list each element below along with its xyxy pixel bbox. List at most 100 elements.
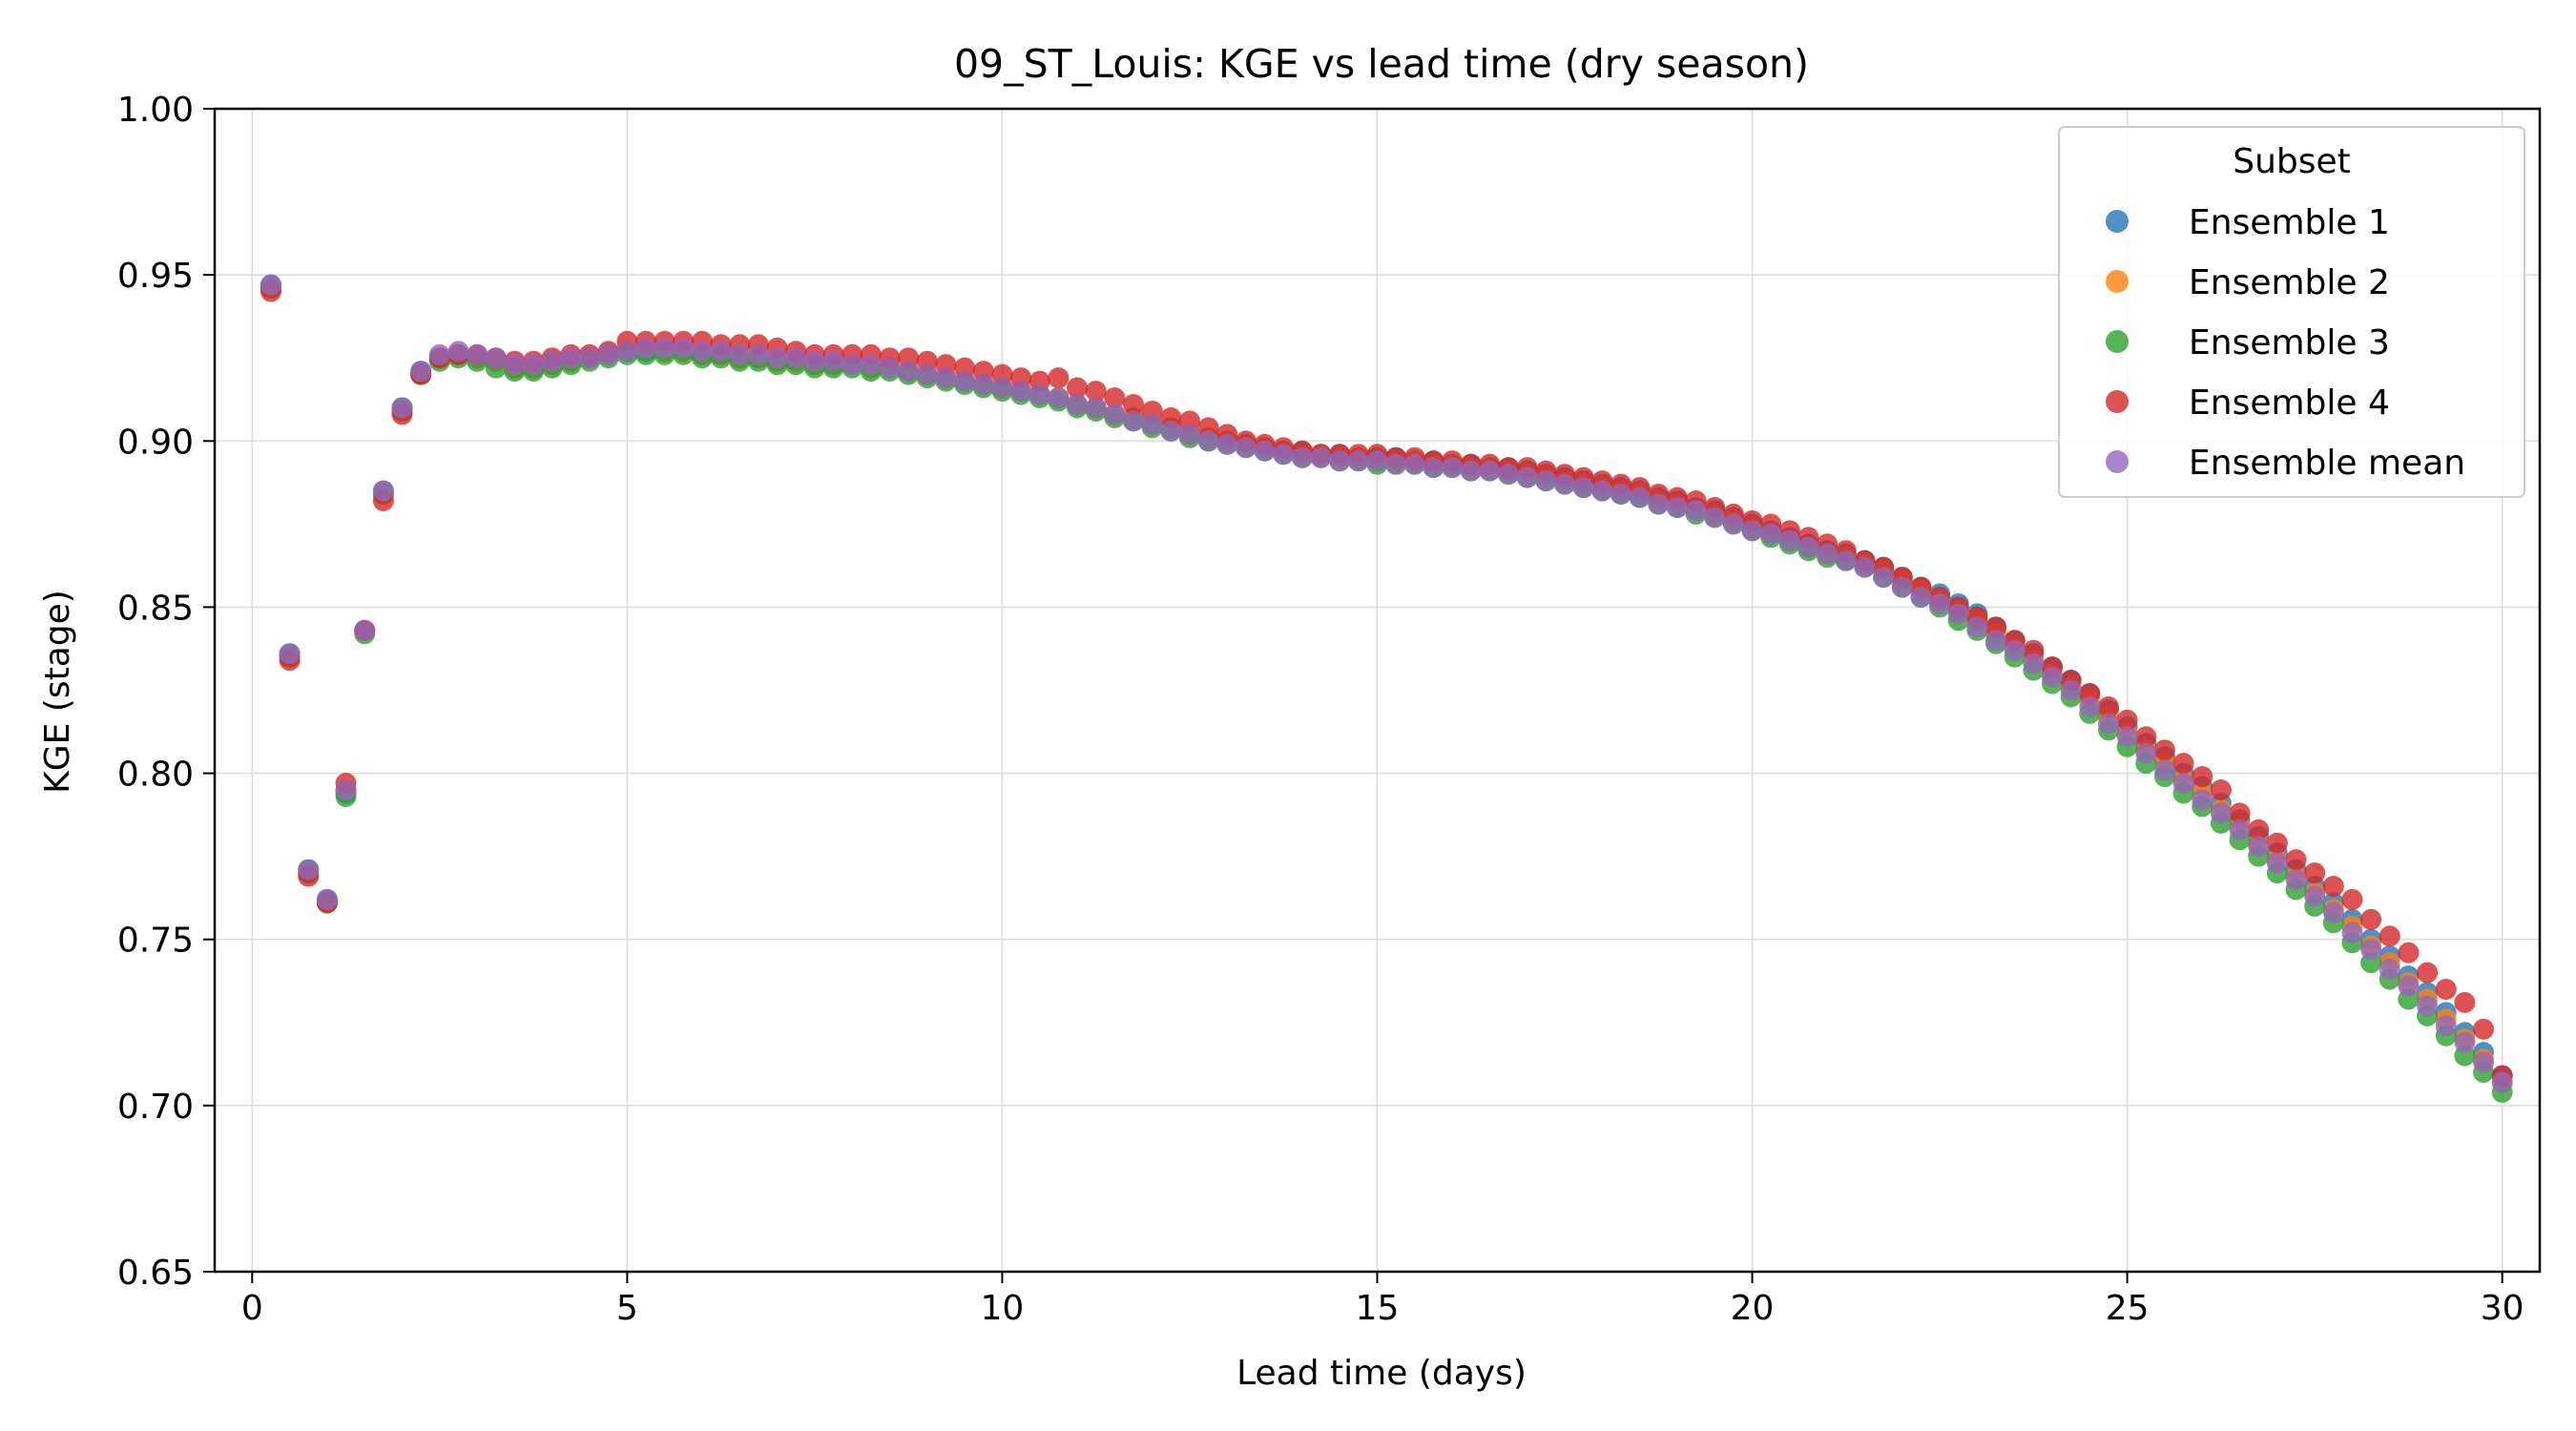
data-point [1085, 397, 1107, 419]
data-point [2398, 975, 2420, 997]
data-point [2248, 836, 2270, 858]
chart-title: 09_ST_Louis: KGE vs lead time (dry seaso… [954, 41, 1809, 87]
data-point [485, 347, 507, 369]
data-point [2229, 819, 2251, 840]
data-point [372, 480, 394, 502]
data-point [316, 888, 338, 910]
data-point [1722, 513, 1744, 535]
data-point [2135, 742, 2157, 764]
data-point [2379, 959, 2400, 981]
data-point [2322, 902, 2344, 923]
y-tick-label: 0.90 [117, 423, 194, 462]
x-axis-label: Lead time (days) [1236, 1354, 1527, 1393]
data-point [1591, 480, 1613, 502]
legend-marker [2106, 270, 2129, 293]
data-point [1966, 616, 1988, 638]
data-point [428, 343, 450, 365]
data-point [2135, 726, 2157, 748]
data-point [579, 347, 601, 369]
data-point [916, 363, 938, 385]
data-point [279, 643, 301, 665]
data-point [2360, 908, 2382, 930]
data-point [1797, 536, 1819, 558]
data-point [898, 361, 920, 383]
axis-ticks: 0 5 10 15 20 25 30 0.65 0.70 0.75 0.80 0.85 0.90 0.95… [117, 91, 2524, 1328]
data-point [1123, 410, 1145, 432]
data-point [2435, 1015, 2457, 1037]
data-point [1947, 603, 1969, 625]
data-point [1104, 404, 1126, 425]
data-point [2454, 1031, 2476, 1053]
data-point [597, 343, 619, 365]
data-point [2172, 753, 2194, 775]
data-point [1123, 393, 1145, 415]
data-point [1067, 377, 1089, 399]
y-tick-label: 0.65 [117, 1254, 194, 1293]
data-point [1310, 446, 1332, 468]
data-point [766, 347, 788, 369]
data-point [2360, 939, 2382, 961]
data-point [710, 341, 732, 363]
data-point [2435, 978, 2457, 1000]
data-point [1085, 381, 1107, 403]
y-axis-label: KGE (stage) [38, 590, 77, 794]
data-point [954, 370, 976, 392]
data-point [2153, 759, 2175, 781]
data-point [523, 354, 545, 376]
legend-marker [2106, 330, 2129, 353]
series-ensemble-mean [260, 274, 2513, 1093]
data-point [2473, 1051, 2495, 1073]
data-point [935, 367, 957, 389]
data-point [2229, 802, 2251, 824]
x-tick-label: 20 [1731, 1289, 1775, 1328]
data-point [1254, 440, 1276, 462]
data-point [1385, 453, 1407, 475]
data-point [1178, 424, 1200, 446]
data-point [822, 350, 844, 372]
data-point [1291, 446, 1313, 468]
data-point [1160, 420, 1182, 442]
data-point [1273, 444, 1295, 466]
data-point [691, 341, 713, 363]
data-point [1403, 453, 1425, 475]
data-point [1629, 487, 1651, 508]
legend-marker [2106, 450, 2129, 473]
x-tick-label: 25 [2106, 1289, 2150, 1328]
data-point [447, 341, 469, 363]
data-point [2285, 869, 2307, 891]
data-point [541, 350, 563, 372]
legend-box [2058, 126, 2525, 498]
data-point [1498, 464, 1520, 486]
data-point [1910, 586, 1932, 608]
data-point [1778, 529, 1800, 551]
data-point [354, 619, 376, 641]
data-point [841, 354, 863, 376]
legend-label: Ensemble mean [2189, 444, 2465, 483]
legend-label: Ensemble 4 [2189, 384, 2390, 423]
data-point [391, 397, 413, 419]
data-point [747, 343, 769, 365]
data-point [2116, 709, 2138, 731]
data-point [2153, 739, 2175, 761]
data-point [2473, 1018, 2495, 1040]
data-point [2304, 885, 2326, 907]
y-tick-label: 1.00 [117, 91, 194, 130]
data-point [2266, 852, 2288, 874]
data-point [616, 341, 638, 363]
data-point [467, 343, 488, 365]
data-points [260, 274, 2513, 1103]
data-point [2248, 819, 2270, 840]
data-point [1817, 543, 1839, 565]
y-tick-label: 0.70 [117, 1088, 194, 1127]
legend-marker [2106, 390, 2129, 413]
x-tick-label: 15 [1356, 1289, 1400, 1328]
data-point [1516, 467, 1538, 488]
data-point [1347, 450, 1369, 472]
y-tick-label: 0.95 [117, 257, 194, 296]
data-point [635, 337, 657, 359]
data-point [2266, 832, 2288, 854]
y-tick-label: 0.75 [117, 922, 194, 961]
data-point [2042, 666, 2064, 688]
